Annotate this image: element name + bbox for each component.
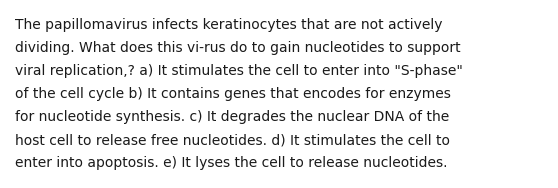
Text: enter into apoptosis. e) It lyses the cell to release nucleotides.: enter into apoptosis. e) It lyses the ce… bbox=[15, 156, 448, 170]
Text: viral replication,? a) It stimulates the cell to enter into "S-phase": viral replication,? a) It stimulates the… bbox=[15, 64, 463, 78]
Text: The papillomavirus infects keratinocytes that are not actively: The papillomavirus infects keratinocytes… bbox=[15, 18, 442, 32]
Text: host cell to release free nucleotides. d) It stimulates the cell to: host cell to release free nucleotides. d… bbox=[15, 133, 450, 147]
Text: dividing. What does this vi-rus do to gain nucleotides to support: dividing. What does this vi-rus do to ga… bbox=[15, 41, 460, 55]
Text: for nucleotide synthesis. c) It degrades the nuclear DNA of the: for nucleotide synthesis. c) It degrades… bbox=[15, 110, 449, 124]
Text: of the cell cycle b) It contains genes that encodes for enzymes: of the cell cycle b) It contains genes t… bbox=[15, 87, 451, 101]
